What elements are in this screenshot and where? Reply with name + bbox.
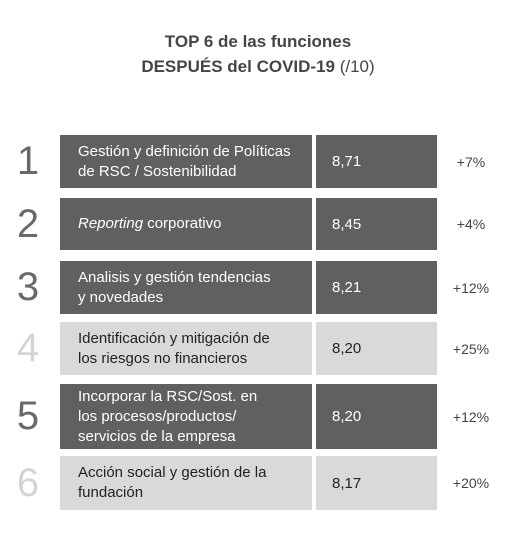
function-line: Analisis y gestión tendencias (78, 268, 271, 286)
function-line: Gestión y definición de Políticas (78, 142, 291, 160)
function-line: de RSC / Sostenibilidad (78, 162, 237, 180)
title-line: DESPUÉS del COVID-19 (141, 57, 335, 76)
rank: 6 (16, 460, 40, 505)
function-line: los riesgos no financieros (78, 349, 248, 367)
function-line: Acción social y gestión de la (78, 464, 267, 481)
function-line: Incorporar la RSC/Sost. en (78, 387, 258, 405)
rank: 3 (16, 265, 40, 309)
change: +20% (452, 475, 490, 491)
title: TOP 6 de las funciones (164, 32, 352, 51)
title: DESPUÉS del COVID-19 (/10) (0, 57, 516, 77)
function-line: fundación (78, 484, 144, 501)
function-cell: Analisis y gestión tendencias y novedades (60, 261, 312, 314)
rank: 4 (16, 326, 40, 370)
score-cell: 8,21 (316, 261, 437, 314)
function-cell: Reporting corporativo (60, 198, 312, 250)
change: +7% (456, 153, 486, 170)
function-cell: Gestión y definición de Políticas de RSC … (60, 135, 312, 188)
function-line: servicios de la empresa (78, 427, 236, 445)
score-cell: 8,45 (316, 198, 437, 250)
function-line: y novedades (78, 288, 164, 306)
score-cell: 8,17 (316, 456, 437, 510)
function-text: Reporting (78, 215, 144, 232)
rank: 2 (16, 201, 40, 246)
rank: 5 (16, 394, 40, 438)
function-line: Reporting corporativo (78, 214, 312, 234)
rank: 1 (16, 139, 40, 183)
function-line: Identificación y mitigación de (78, 329, 270, 347)
title-suffix: (/10) (339, 57, 375, 76)
change: +4% (456, 216, 486, 232)
function-cell: Acción social y gestión de la fundación (60, 456, 312, 510)
change: +12% (452, 279, 490, 296)
function-line: los procesos/productos/ (78, 407, 237, 425)
function-cell: Incorporar la RSC/Sost. en los procesos/p… (60, 384, 312, 449)
change: +25% (452, 340, 490, 357)
function-text: corporativo (143, 215, 222, 232)
change: +12% (452, 408, 490, 425)
score-cell: 8,20 (316, 384, 437, 449)
function-cell: Identificación y mitigación de los riesgo… (60, 322, 312, 375)
score-cell: 8,20 (316, 322, 437, 375)
score-cell: 8,71 (316, 135, 437, 188)
